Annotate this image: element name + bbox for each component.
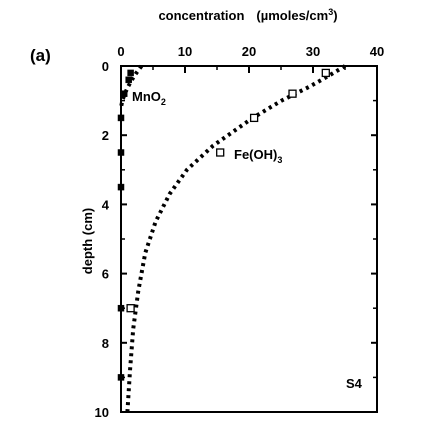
mno2-data-point [117,183,125,191]
mno2-data-point [117,304,125,312]
series-label-feoh3-sub: 3 [277,155,282,165]
y-tick-label: 0 [102,59,109,74]
series-label-mno2-main: MnO [132,89,161,104]
fit-curves [119,64,347,413]
x-axis-title: concentration (µmoles/cm3) [158,7,337,23]
y-tick-label: 4 [102,197,110,212]
fit-curve-mno2 [119,64,144,108]
y-tick-label: 2 [102,128,109,143]
series-label-feoh3: Fe(OH)3 [234,147,282,165]
feoh3-data-point [126,304,135,313]
x-tick-label: 40 [370,44,384,59]
feoh3-data-point [249,113,259,123]
feoh3-data-point [321,68,330,78]
x-axis-unit-sup: 3 [328,7,333,17]
y-axis-title: depth (cm) [80,208,95,274]
data-markers [117,68,330,381]
mno2-data-point [127,69,134,77]
mno2-data-point [120,90,128,97]
y-tick-label: 10 [95,405,109,420]
y-tick-label: 8 [102,336,109,351]
x-tick-label: 0 [117,44,124,59]
x-axis-unit-close: ) [333,8,337,23]
x-tick-label: 30 [306,44,320,59]
fit-curve-feoh3 [125,64,347,413]
panel-label: (a) [30,46,51,65]
series-label-feoh3-main: Fe(OH) [234,147,277,162]
y-tick-label: 6 [102,267,109,282]
mno2-data-point [117,149,125,156]
mno2-data-point [117,114,125,122]
mno2-data-point [125,76,132,84]
feoh3-data-point [288,89,297,98]
series-label-mno2: MnO2 [132,89,166,107]
x-axis-title-text: concentration [158,8,244,23]
feoh3-data-point [216,148,225,157]
series-label-mno2-sub: 2 [161,97,166,107]
x-tick-label: 20 [242,44,256,59]
plot-frame [120,65,378,413]
station-label: S4 [346,376,363,391]
axis-ticks: 0 10 20 30 40 0 2 4 6 8 10 [95,44,385,420]
mno2-data-point [117,374,125,381]
x-tick-label: 10 [178,44,192,59]
x-axis-unit: (µmoles/cm [256,8,328,23]
